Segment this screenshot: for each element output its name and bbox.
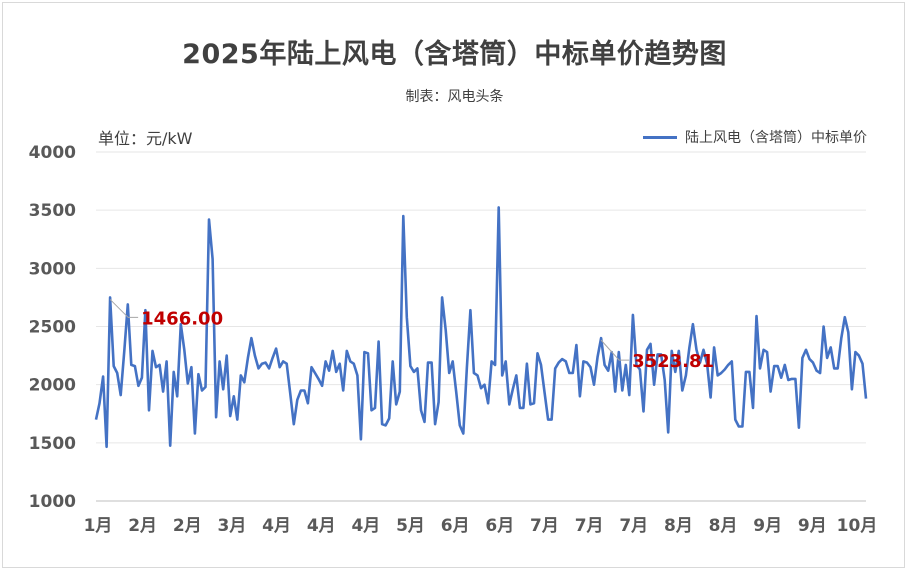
x-tick-label: 6月 xyxy=(485,516,514,536)
x-tick-label: 9月 xyxy=(753,516,782,536)
chart-subtitle: 制表：风电头条 xyxy=(405,89,504,105)
x-tick-label: 7月 xyxy=(530,516,559,536)
legend-label: 陆上风电（含塔筒）中标单价 xyxy=(685,130,867,146)
x-tick-label: 8月 xyxy=(709,516,738,536)
x-tick-label: 7月 xyxy=(575,516,604,536)
x-tick-label: 2月 xyxy=(173,516,202,536)
series-line xyxy=(94,206,868,449)
x-tick-label: 2月 xyxy=(128,516,157,536)
y-tick-label: 1000 xyxy=(29,492,76,512)
x-tick-label: 9月 xyxy=(798,516,827,536)
legend-line-marker xyxy=(643,135,677,139)
y-tick-label: 4000 xyxy=(29,143,76,163)
x-tick-label: 4月 xyxy=(351,516,380,536)
x-tick-label: 8月 xyxy=(664,516,693,536)
y-tick-label: 2500 xyxy=(29,318,76,338)
x-tick-label: 7月 xyxy=(619,516,648,536)
legend: 陆上风电（含塔筒）中标单价 xyxy=(643,127,867,147)
x-tick-label: 4月 xyxy=(307,516,336,536)
annotation-leader-line xyxy=(600,339,630,361)
x-tick-label: 4月 xyxy=(262,516,291,536)
chart-title: 2025年陆上风电（含塔筒）中标单价趋势图 xyxy=(182,39,727,70)
y-tick-label: 3500 xyxy=(29,201,76,221)
annotation-label: 3523.81 xyxy=(632,351,714,372)
x-tick-label: 6月 xyxy=(441,516,470,536)
y-tick-label: 2000 xyxy=(29,376,76,396)
y-tick-label: 3000 xyxy=(29,259,76,279)
unit-label: 单位：元/kW xyxy=(98,129,193,148)
annotation-leader-line xyxy=(109,299,139,318)
annotation-label: 1466.00 xyxy=(141,308,223,329)
x-tick-label: 1月 xyxy=(84,516,113,536)
y-tick-label: 1500 xyxy=(29,434,76,454)
x-tick-label: 3月 xyxy=(218,516,247,536)
x-tick-label: 10月 xyxy=(837,516,878,536)
x-tick-label: 5月 xyxy=(396,516,425,536)
